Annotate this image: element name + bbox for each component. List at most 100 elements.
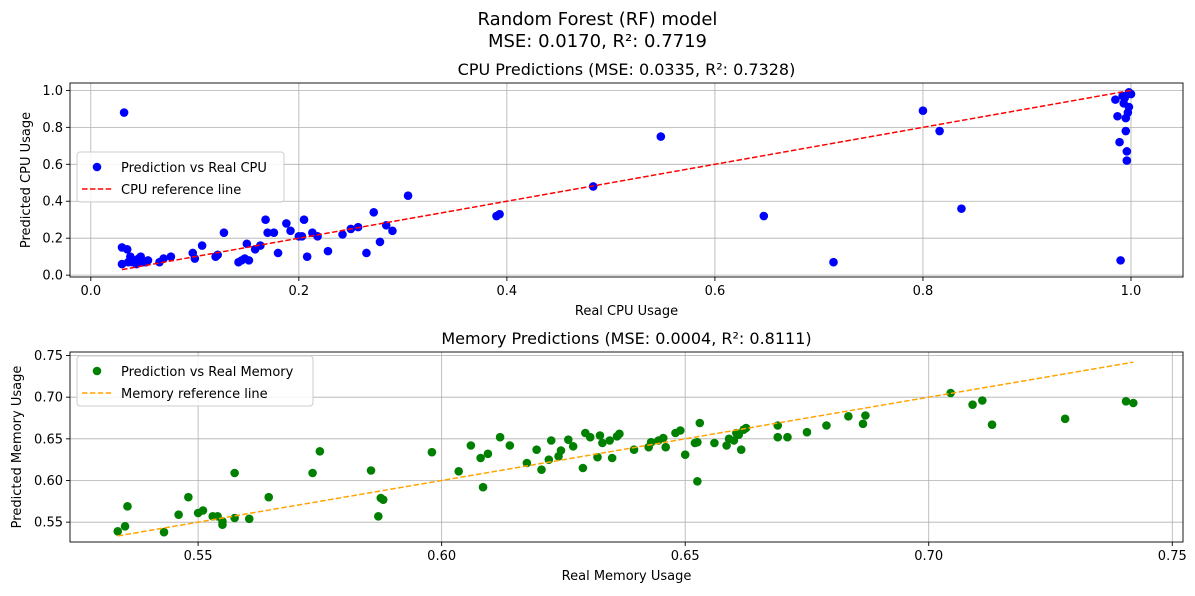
data-point [693, 477, 702, 486]
x-tick-label: 0.70 [914, 549, 943, 564]
data-point [230, 468, 239, 478]
data-point [918, 106, 928, 116]
data-point [844, 412, 853, 421]
data-point [1116, 256, 1125, 265]
data-point [556, 446, 566, 455]
x-tick-label: 0.8 [913, 284, 934, 299]
x-axis-label: Real CPU Usage [575, 304, 678, 319]
data-point [537, 465, 546, 474]
data-point [269, 228, 279, 237]
data-point [858, 419, 868, 429]
y-tick-label: 0.75 [34, 349, 63, 364]
data-point [159, 254, 168, 263]
data-point [302, 252, 312, 261]
y-tick-label: 0.8 [42, 121, 63, 136]
data-point [261, 215, 270, 225]
y-tick-label: 1.0 [42, 84, 63, 99]
x-tick-label: 1.0 [1121, 284, 1142, 299]
reference-line [121, 89, 1132, 271]
cpu-chart: 0.0 0.2 0.4 0.6 0.8 1.0 0.0 0.2 0.4 0.6 0.8 1.0 CPU … [19, 60, 1184, 319]
data-point [244, 514, 254, 524]
data-point [656, 132, 666, 141]
data-point [695, 418, 705, 428]
data-point [369, 208, 379, 217]
data-point [957, 204, 966, 213]
data-point [242, 239, 252, 249]
data-point [120, 522, 130, 531]
data-point [1124, 102, 1134, 112]
data-point [661, 442, 671, 452]
data-point [978, 396, 987, 405]
data-point [119, 108, 129, 117]
data-point [759, 211, 769, 221]
data-point [1126, 89, 1136, 99]
data-point [483, 449, 493, 459]
data-point [680, 450, 690, 459]
reference-line [117, 361, 1134, 537]
data-point [1121, 126, 1131, 136]
y-tick-label: 0.0 [42, 269, 63, 284]
x-tick-label: 0.75 [1158, 549, 1187, 564]
data-point [264, 492, 274, 502]
data-point [710, 438, 719, 448]
data-point [783, 432, 792, 442]
data-point [968, 400, 977, 409]
data-point [629, 445, 639, 454]
data-point [722, 441, 731, 450]
data-point [546, 436, 556, 445]
figure-title: Random Forest (RF) model [477, 9, 718, 30]
data-point [263, 228, 272, 237]
x-tick-label: 0.55 [184, 549, 213, 564]
y-tick-label: 0.2 [42, 232, 63, 247]
data-point [829, 257, 838, 267]
data-point [174, 510, 183, 519]
data-point [299, 215, 309, 225]
data-point [476, 453, 485, 463]
plot-area [117, 87, 1136, 271]
data-point [607, 453, 617, 463]
data-point [802, 427, 812, 437]
data-point [605, 436, 614, 445]
data-point [861, 411, 870, 420]
legend-marker [92, 162, 102, 172]
data-point [578, 463, 588, 473]
data-point [741, 423, 751, 433]
y-axis-label: Predicted CPU Usage [19, 112, 34, 248]
data-point [244, 256, 254, 265]
x-tick-label: 0.4 [497, 284, 518, 299]
x-tick-label: 0.2 [288, 284, 309, 299]
chart-title: CPU Predictions (MSE: 0.0335, R²: 0.7328… [458, 60, 796, 79]
data-point [822, 421, 831, 430]
x-tick-label: 0.60 [427, 549, 456, 564]
data-point [403, 191, 413, 201]
y-tick-label: 0.6 [42, 158, 63, 173]
x-axis-label: Real Memory Usage [562, 569, 692, 584]
data-point [282, 219, 291, 228]
data-point [532, 445, 541, 454]
data-point [585, 432, 595, 442]
data-point [315, 447, 325, 456]
data-point [378, 495, 388, 504]
data-point [313, 232, 322, 241]
data-point [478, 482, 488, 492]
data-point [362, 248, 371, 258]
data-point [658, 433, 668, 443]
legend-box [76, 355, 314, 407]
data-point [1115, 137, 1124, 147]
x-tick-label: 0.6 [705, 284, 726, 299]
legend: Prediction vs Real CPU CPU reference line [76, 151, 285, 203]
data-point [323, 246, 333, 256]
data-point [987, 420, 997, 429]
data-point [1060, 414, 1070, 424]
axes-frame [69, 351, 1184, 543]
data-point [505, 441, 515, 450]
data-point [113, 527, 123, 536]
data-point [374, 512, 383, 521]
data-point [495, 432, 505, 442]
data-point [123, 502, 132, 511]
y-tick-label: 0.60 [34, 474, 63, 489]
y-tick-label: 0.65 [34, 432, 63, 447]
plot-area [113, 361, 1138, 537]
data-point [615, 429, 624, 439]
